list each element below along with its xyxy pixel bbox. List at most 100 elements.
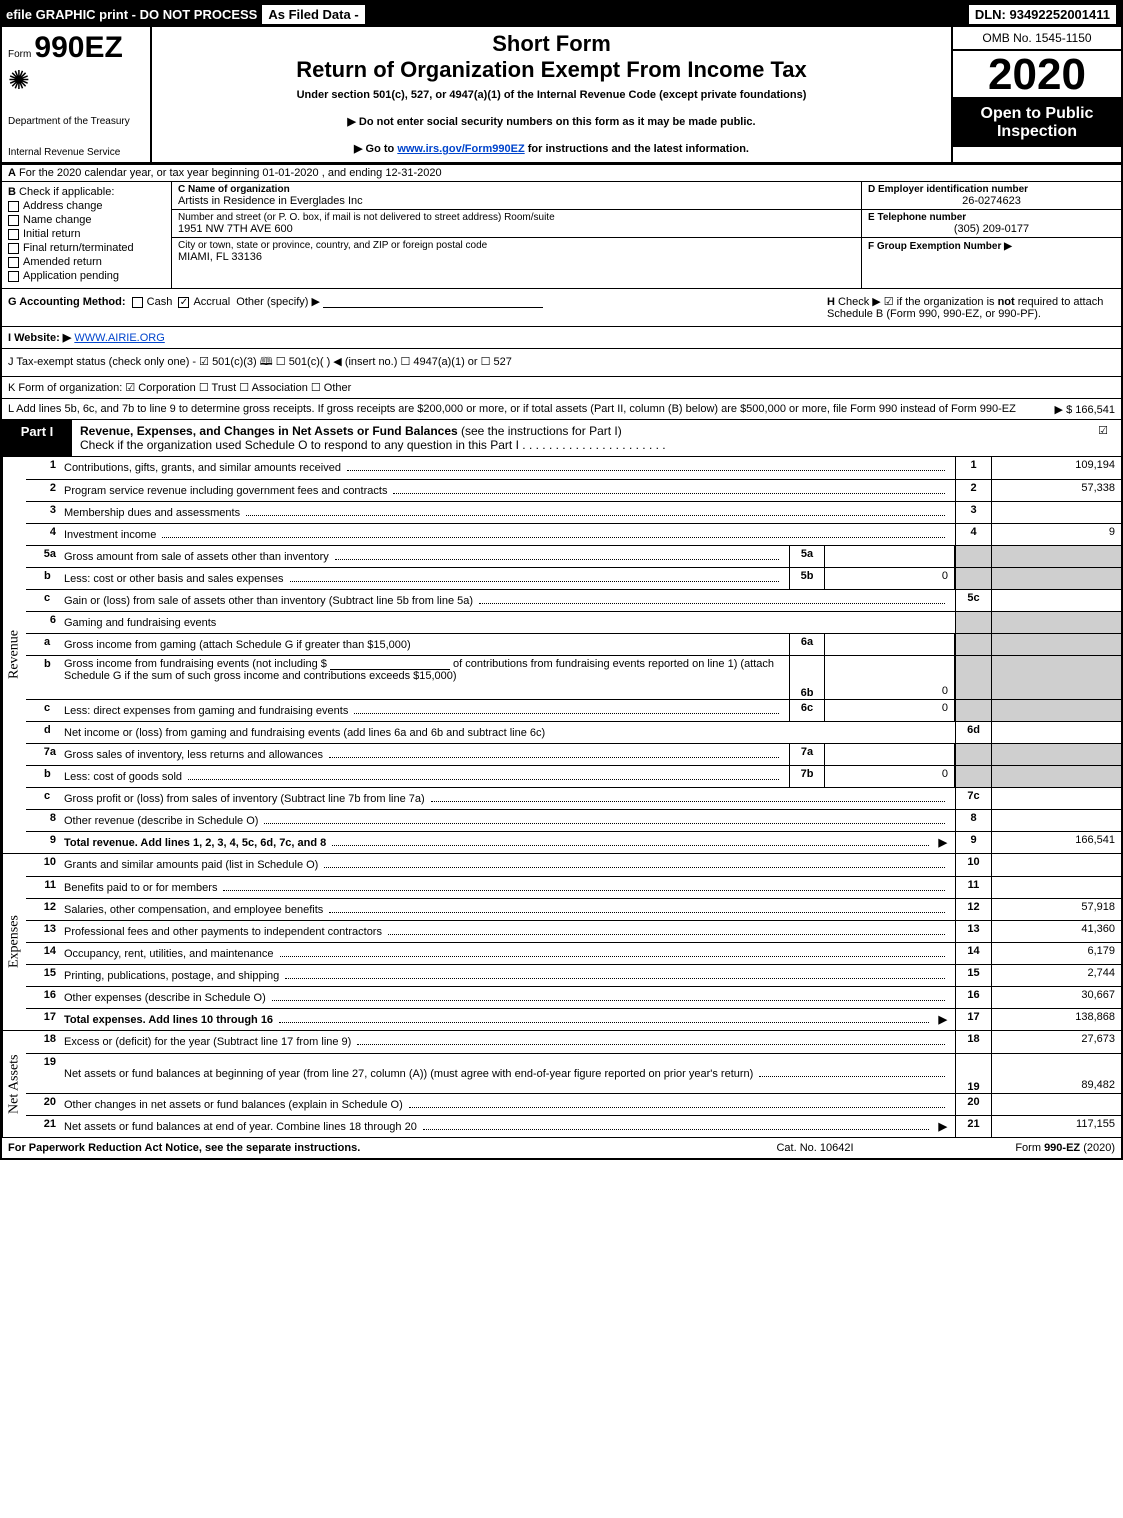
row-j: J Tax-exempt status (check only one) - ☑… xyxy=(2,349,1121,377)
form-subtitle: Under section 501(c), 527, or 4947(a)(1)… xyxy=(160,89,943,101)
line-7a: 7a Gross sales of inventory, less return… xyxy=(26,743,1121,765)
note-ssn: ▶ Do not enter social security numbers o… xyxy=(160,115,943,128)
box-d: D Employer identification number 26-0274… xyxy=(862,182,1121,210)
line-7c: c Gross profit or (loss) from sales of i… xyxy=(26,787,1121,809)
c-addr-box: Number and street (or P. O. box, if mail… xyxy=(172,210,861,238)
netassets-body: 18 Excess or (deficit) for the year (Sub… xyxy=(26,1031,1121,1137)
line-2: 2 Program service revenue including gove… xyxy=(26,479,1121,501)
c-name-box: C Name of organization Artists in Reside… xyxy=(172,182,861,210)
netassets-ledger: Net Assets 18 Excess or (deficit) for th… xyxy=(2,1031,1121,1138)
col-de: D Employer identification number 26-0274… xyxy=(861,182,1121,288)
line6b-slot[interactable] xyxy=(330,658,450,670)
c-name-val: Artists in Residence in Everglades Inc xyxy=(178,195,855,207)
gh-row: G Accounting Method: Cash ✓Accrual Other… xyxy=(2,289,1121,327)
side-expenses: Expenses xyxy=(2,854,26,1030)
website-link[interactable]: WWW.AIRIE.ORG xyxy=(74,332,164,344)
b-text: Check if applicable: xyxy=(19,186,114,198)
arrow-icon: ▶ xyxy=(935,1013,951,1026)
line-6a: a Gross income from gaming (attach Sched… xyxy=(26,633,1121,655)
header-row: Form 990EZ ✺ Department of the Treasury … xyxy=(2,27,1121,164)
cb-cash[interactable] xyxy=(132,297,143,308)
c-city-box: City or town, state or province, country… xyxy=(172,238,861,265)
dln-label: DLN: 93492252001411 xyxy=(968,4,1117,25)
cb-initial-return[interactable]: Initial return xyxy=(8,228,165,240)
form-prefix: Form xyxy=(8,49,31,60)
arrow-icon: ▶ xyxy=(935,1120,951,1133)
f-lead: F Group Exemption Number ▶ xyxy=(868,241,1012,252)
header-left: Form 990EZ ✺ Department of the Treasury … xyxy=(2,27,152,162)
expenses-body: 10 Grants and similar amounts paid (list… xyxy=(26,854,1121,1030)
header-right: OMB No. 1545-1150 2020 Open to Public In… xyxy=(951,27,1121,162)
part1-check-text: Check if the organization used Schedule … xyxy=(80,438,519,452)
cb-amended-return[interactable]: Amended return xyxy=(8,256,165,268)
cb-final-return[interactable]: Final return/terminated xyxy=(8,242,165,254)
line-1: 1 Contributions, gifts, grants, and simi… xyxy=(26,457,1121,479)
line-17: 17 Total expenses. Add lines 10 through … xyxy=(26,1008,1121,1030)
irs-link[interactable]: www.irs.gov/Form990EZ xyxy=(397,143,524,155)
part1-title-rest: (see the instructions for Part I) xyxy=(458,424,622,438)
cb-address-change[interactable]: Address change xyxy=(8,200,165,212)
part1-label: Part I xyxy=(2,420,72,456)
g-lead: G Accounting Method: xyxy=(8,296,126,308)
row-a-text: For the 2020 calendar year, or tax year … xyxy=(19,167,442,179)
i-lead: I Website: ▶ xyxy=(8,332,71,344)
line-20: 20 Other changes in net assets or fund b… xyxy=(26,1093,1121,1115)
line-5a: 5a Gross amount from sale of assets othe… xyxy=(26,545,1121,567)
side-revenue: Revenue xyxy=(2,457,26,853)
h-not: not xyxy=(998,296,1015,308)
cb-name-change[interactable]: Name change xyxy=(8,214,165,226)
g-accrual: Accrual xyxy=(193,296,230,308)
d-val: 26-0274623 xyxy=(868,195,1115,207)
line-6b: b Gross income from fundraising events (… xyxy=(26,655,1121,699)
efile-label: efile GRAPHIC print - DO NOT PROCESS xyxy=(6,7,257,22)
line-5b: b Less: cost or other basis and sales ex… xyxy=(26,567,1121,589)
expenses-ledger: Expenses 10 Grants and similar amounts p… xyxy=(2,854,1121,1031)
k-text: K Form of organization: ☑ Corporation ☐ … xyxy=(8,382,351,394)
bcdef-block: B Check if applicable: Address change Na… xyxy=(2,182,1121,289)
line-12: 12 Salaries, other compensation, and emp… xyxy=(26,898,1121,920)
ornament-icon: ✺ xyxy=(8,65,144,96)
h-text1: Check ▶ ☑ if the organization is xyxy=(838,296,998,308)
box-e: E Telephone number (305) 209-0177 xyxy=(862,210,1121,238)
omb-number: OMB No. 1545-1150 xyxy=(953,27,1121,51)
form-number: 990EZ xyxy=(34,31,122,64)
footer-mid: Cat. No. 10642I xyxy=(715,1142,915,1154)
line-16: 16 Other expenses (describe in Schedule … xyxy=(26,986,1121,1008)
h-lead: H xyxy=(827,296,835,308)
c-addr-lead: Number and street (or P. O. box, if mail… xyxy=(178,212,855,223)
g-other: Other (specify) ▶ xyxy=(236,296,320,308)
line-18: 18 Excess or (deficit) for the year (Sub… xyxy=(26,1031,1121,1053)
part1-check-dots: . . . . . . . . . . . . . . . . . . . . … xyxy=(522,438,665,452)
l-arrow: ▶ $ 166,541 xyxy=(1055,403,1115,416)
c-addr-val: 1951 NW 7TH AVE 600 xyxy=(178,223,855,235)
form-page: efile GRAPHIC print - DO NOT PROCESS As … xyxy=(0,0,1123,1160)
cb-accrual[interactable]: ✓ xyxy=(178,297,189,308)
form-title: Return of Organization Exempt From Incom… xyxy=(160,57,943,83)
row-l: L Add lines 5b, 6c, and 7b to line 9 to … xyxy=(2,399,1121,420)
row-a-lead: A xyxy=(8,167,16,179)
line-19: 19 Net assets or fund balances at beginn… xyxy=(26,1053,1121,1093)
line-6c: c Less: direct expenses from gaming and … xyxy=(26,699,1121,721)
c-city-val: MIAMI, FL 33136 xyxy=(178,251,855,263)
note-goto: ▶ Go to www.irs.gov/Form990EZ for instru… xyxy=(160,142,943,155)
g-cell: G Accounting Method: Cash ✓Accrual Other… xyxy=(2,289,821,326)
note-goto-pre: ▶ Go to xyxy=(354,143,397,155)
footer-left: For Paperwork Reduction Act Notice, see … xyxy=(8,1142,715,1154)
note-goto-post: for instructions and the latest informat… xyxy=(525,143,749,155)
header-mid: Short Form Return of Organization Exempt… xyxy=(152,27,951,162)
line-9: 9 Total revenue. Add lines 1, 2, 3, 4, 5… xyxy=(26,831,1121,853)
short-form-title: Short Form xyxy=(160,31,943,57)
c-city-lead: City or town, state or province, country… xyxy=(178,240,855,251)
line-6d: d Net income or (loss) from gaming and f… xyxy=(26,721,1121,743)
cb-application-pending[interactable]: Application pending xyxy=(8,270,165,282)
g-other-slot[interactable] xyxy=(323,296,543,308)
line-11: 11 Benefits paid to or for members 11 xyxy=(26,876,1121,898)
footer-right: Form 990-EZ (2020) xyxy=(915,1142,1115,1154)
line-4: 4 Investment income 4 9 xyxy=(26,523,1121,545)
revenue-body: 1 Contributions, gifts, grants, and simi… xyxy=(26,457,1121,853)
line-10: 10 Grants and similar amounts paid (list… xyxy=(26,854,1121,876)
part1-header: Part I Revenue, Expenses, and Changes in… xyxy=(2,420,1121,457)
part1-title: Revenue, Expenses, and Changes in Net As… xyxy=(72,420,1085,456)
open-to-public: Open to Public Inspection xyxy=(953,99,1121,147)
row-k: K Form of organization: ☑ Corporation ☐ … xyxy=(2,377,1121,399)
